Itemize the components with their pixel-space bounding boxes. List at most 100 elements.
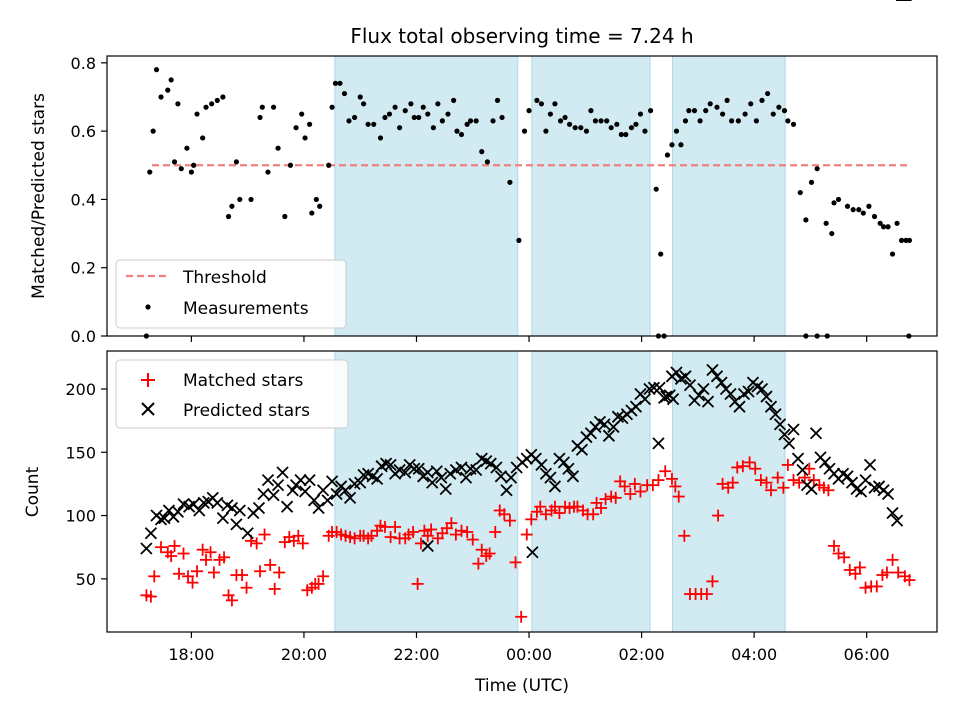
matched-star-point [455, 524, 468, 537]
predicted-star-point [548, 480, 562, 493]
matched-star-point [218, 551, 231, 564]
measurement-point [147, 169, 153, 175]
matched-star-point [665, 472, 678, 485]
x-tick-label: 06:00 [844, 645, 890, 664]
measurement-point [797, 189, 803, 196]
measurement-point [673, 128, 680, 134]
measurement-point [860, 210, 866, 216]
predicted-star-point [430, 465, 443, 478]
measurement-point [397, 125, 403, 131]
measurement-point [214, 97, 220, 103]
shaded-interval-2 [531, 55, 651, 337]
matched-star-point [678, 529, 691, 542]
legend-predicted-swatch [141, 402, 155, 416]
predicted-star-point [252, 501, 266, 515]
predicted-star-point [886, 506, 899, 520]
predicted-star-point [692, 389, 706, 402]
measurement-point [759, 97, 765, 103]
measurement-point [194, 111, 200, 117]
matched-star-point [534, 500, 547, 513]
predicted-star-point [652, 437, 665, 450]
matched-star-point [624, 488, 637, 501]
measurement-point [408, 101, 414, 107]
measurement-point [416, 114, 422, 121]
measurement-point [647, 108, 654, 114]
matched-star-point [599, 493, 612, 506]
matched-star-point [634, 485, 647, 498]
matched-star-point [838, 551, 851, 564]
measurement-point [552, 101, 558, 107]
predicted-star-point [280, 500, 294, 513]
matched-stars-points [140, 456, 916, 623]
predicted-star-point [724, 387, 737, 401]
matched-star-point [886, 553, 899, 566]
predicted-star-point [439, 482, 452, 496]
measurement-point [578, 125, 584, 131]
y-tick-label: 0.8 [71, 54, 96, 73]
predicted-star-point [144, 527, 158, 540]
top-legend: Threshold Measurements [115, 259, 347, 329]
legend-measurements-label: Measurements [183, 299, 309, 319]
measurement-point [229, 203, 235, 209]
measurement-point [686, 108, 692, 114]
matched-star-point [736, 460, 749, 473]
top-shaded-regions [334, 55, 786, 337]
predicted-star-point [638, 392, 652, 406]
predicted-star-point [399, 466, 412, 479]
measurement-point [871, 213, 878, 220]
measurement-point [499, 114, 505, 121]
measurement-point [200, 135, 206, 141]
predicted-star-point [426, 476, 439, 489]
matched-star-point [803, 462, 816, 475]
matched-star-point [461, 526, 474, 539]
measurement-point [425, 111, 431, 117]
measurement-point [664, 152, 671, 158]
predicted-star-point [535, 458, 548, 472]
predicted-star-point [421, 539, 434, 553]
matched-star-point [264, 558, 277, 571]
measurement-point [831, 200, 837, 206]
measurement-point [856, 207, 862, 213]
matched-star-point [445, 517, 458, 530]
measurement-point [351, 114, 358, 121]
predicted-star-point [544, 471, 557, 484]
predicted-star-point [787, 423, 800, 436]
matched-star-point [807, 474, 820, 487]
matched-star-point [489, 526, 502, 539]
matched-star-point [515, 610, 528, 623]
predicted-star-point [211, 496, 224, 510]
predicted-star-point [602, 429, 616, 442]
measurement-point [829, 230, 835, 237]
measurement-point [494, 97, 501, 103]
predicted-star-point [321, 494, 334, 507]
measurement-point [880, 224, 887, 230]
matched-star-point [240, 581, 253, 594]
measurement-point [583, 128, 590, 134]
predicted-star-point [683, 379, 697, 392]
predicted-star-point [276, 466, 289, 479]
measurement-point [237, 196, 243, 203]
predicted-star-point [225, 501, 239, 515]
measurement-point [479, 149, 485, 155]
matched-star-point [587, 508, 600, 521]
predicted-star-point [307, 494, 321, 507]
measurement-point [885, 224, 891, 230]
predicted-star-point [868, 481, 881, 494]
measurement-point [703, 108, 709, 114]
measurement-point [507, 179, 513, 185]
matched-star-point [236, 569, 249, 582]
measurement-point [386, 111, 393, 117]
matched-star-point [726, 476, 739, 489]
matched-star-point [765, 484, 777, 497]
predicted-star-point [233, 504, 246, 517]
matched-star-point [706, 575, 719, 588]
measurement-point [724, 97, 730, 103]
measurement-point [808, 179, 815, 185]
bottom-x-ticks: 18:00 20:00 22:00 00:00 02:00 04:00 06:00 [168, 632, 890, 664]
chart-title: Flux total observing time = 7.24 h [350, 24, 693, 48]
predicted-star-point [575, 443, 589, 456]
matched-star-point [225, 594, 238, 607]
measurement-point [557, 118, 564, 124]
predicted-star-point [412, 462, 425, 475]
